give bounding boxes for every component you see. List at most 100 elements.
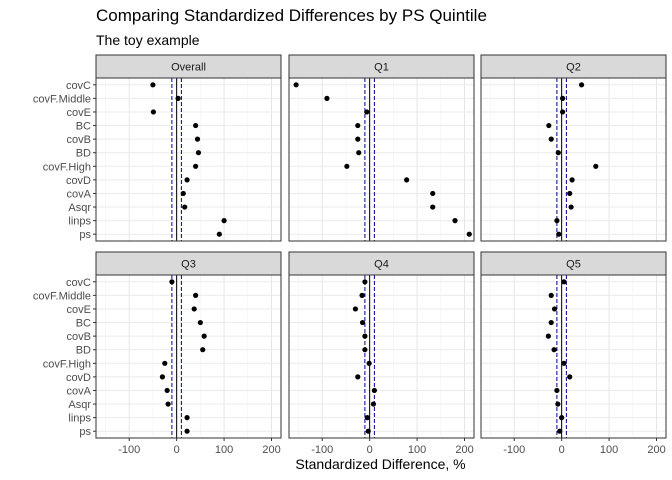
data-point — [194, 136, 201, 142]
data-point — [184, 177, 190, 183]
data-point — [557, 428, 563, 434]
data-point — [554, 218, 560, 224]
data-point — [355, 136, 361, 142]
data-point — [554, 387, 560, 394]
data-point — [195, 150, 202, 156]
data-point — [355, 122, 361, 129]
y-tick-label: covF.High — [43, 358, 91, 370]
x-tick-label: 200 — [647, 444, 665, 456]
x-tick-label: 100 — [600, 444, 618, 456]
data-point — [548, 136, 554, 142]
facet-strip-label: Q2 — [566, 62, 581, 74]
data-point — [216, 231, 222, 237]
chart-title: Comparing Standardized Differences by PS… — [96, 6, 487, 25]
panel-border — [288, 274, 475, 439]
panel-border — [288, 77, 475, 242]
x-tick-label: 100 — [215, 444, 233, 456]
x-tick-label: -100 — [503, 444, 525, 456]
data-point — [561, 279, 567, 285]
data-point — [169, 279, 175, 285]
data-point — [430, 190, 436, 197]
data-point — [430, 204, 436, 210]
data-point — [324, 95, 330, 101]
y-tick-label: covA — [67, 385, 92, 397]
data-point — [159, 374, 166, 380]
x-tick-label: 0 — [174, 444, 180, 456]
data-point — [593, 163, 599, 169]
data-point — [175, 95, 181, 101]
panel-border — [95, 274, 282, 439]
data-point — [362, 279, 368, 285]
data-point — [551, 306, 558, 312]
data-point — [193, 122, 199, 129]
x-tick-label: 100 — [408, 444, 426, 456]
data-point — [561, 360, 567, 366]
data-point — [466, 231, 472, 237]
data-point — [184, 428, 190, 434]
data-point — [150, 109, 156, 115]
facet-panel: Q4 -100 0 100 200 — [288, 251, 475, 456]
facet-strip-label: Q3 — [181, 259, 196, 271]
plot-area — [96, 78, 281, 241]
y-tick-label: Asqr — [68, 202, 91, 214]
data-point — [555, 150, 561, 156]
data-point — [355, 374, 361, 380]
data-point — [193, 163, 199, 169]
data-point — [180, 190, 186, 197]
x-tick-label: -100 — [311, 444, 333, 456]
data-point — [578, 82, 585, 88]
data-point — [362, 347, 368, 353]
data-point — [359, 319, 366, 326]
y-tick-label: covE — [67, 107, 91, 119]
data-point — [559, 95, 566, 101]
facet-strip-label: Q4 — [374, 259, 389, 271]
facet-strip-label: Q5 — [566, 259, 581, 271]
plot-area — [481, 275, 666, 438]
data-point — [182, 204, 188, 210]
data-point — [365, 428, 371, 434]
y-tick-label: covA — [67, 188, 92, 200]
y-tick-label: ps — [79, 426, 91, 438]
facet-strip-label: Q1 — [374, 62, 389, 74]
data-point — [197, 319, 203, 326]
y-tick-label: covF.Middle — [33, 290, 91, 302]
y-tick-label: BC — [76, 318, 91, 330]
plot-area — [96, 275, 281, 438]
data-point — [548, 292, 554, 298]
data-point — [556, 231, 562, 237]
data-point — [364, 109, 370, 115]
data-point — [546, 122, 552, 129]
data-point — [362, 333, 368, 339]
data-point — [201, 333, 207, 339]
y-tick-label: covD — [66, 175, 91, 187]
y-tick-label: linps — [68, 216, 91, 228]
plot-area — [481, 78, 666, 241]
panel-border — [480, 274, 667, 439]
data-point — [364, 415, 370, 421]
y-tick-label: BD — [76, 345, 91, 357]
plot-area — [289, 275, 474, 438]
x-axis-label: Standardized Difference, % — [295, 456, 466, 472]
y-tick-label: BC — [76, 121, 91, 133]
y-tick-label: covC — [66, 80, 91, 92]
data-point — [359, 292, 365, 298]
data-point — [200, 347, 206, 353]
data-point — [545, 333, 551, 339]
data-point — [162, 360, 168, 366]
data-point — [559, 109, 566, 115]
data-point — [293, 82, 299, 88]
y-tick-label: covE — [67, 304, 91, 316]
x-tick-label: 200 — [262, 444, 280, 456]
data-point — [344, 163, 350, 169]
data-point — [352, 306, 359, 312]
facet-strip-label: Overall — [171, 62, 206, 74]
data-point — [567, 190, 573, 197]
chart-subtitle: The toy example — [96, 32, 200, 48]
data-point — [150, 82, 156, 88]
x-tick-label: 0 — [559, 444, 565, 456]
data-point — [366, 360, 372, 366]
facet-panel: Q1 — [288, 54, 475, 242]
data-point — [555, 401, 561, 407]
data-point — [548, 319, 554, 326]
y-tick-label: covF.Middle — [33, 93, 91, 105]
